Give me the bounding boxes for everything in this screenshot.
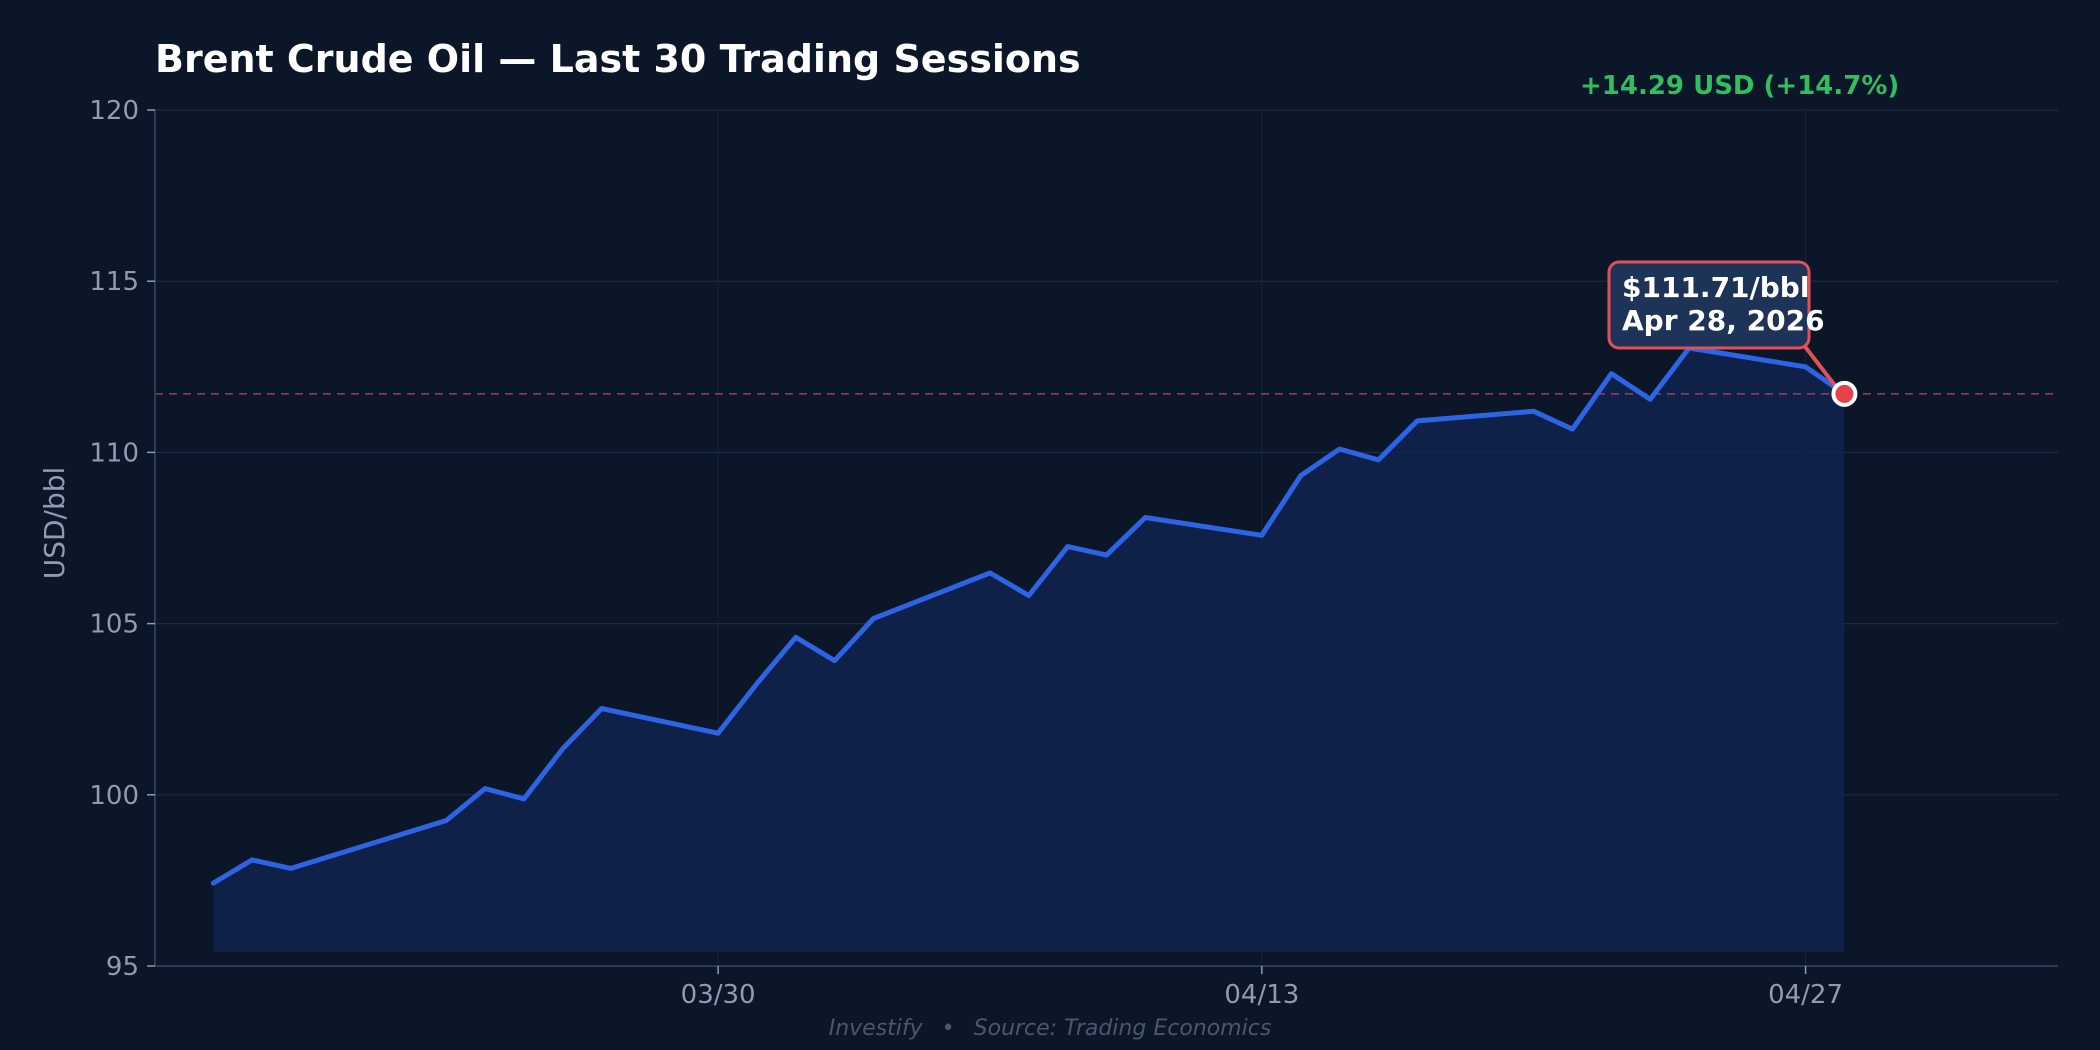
y-axis-label: USD/bbl bbox=[38, 467, 71, 580]
footer-source: Source: Trading Economics bbox=[974, 1016, 1272, 1041]
y-tick-label: 95 bbox=[106, 952, 139, 982]
y-tick-label: 105 bbox=[89, 610, 139, 640]
y-tick-label: 100 bbox=[89, 781, 139, 811]
footer-brand: Investify bbox=[829, 1016, 924, 1041]
footer-credit: Investify • Source: Trading Economics bbox=[829, 1016, 1272, 1041]
y-tick-label: 115 bbox=[89, 267, 139, 297]
x-tick-label: 04/27 bbox=[1768, 980, 1843, 1010]
chart-title: Brent Crude Oil — Last 30 Trading Sessio… bbox=[155, 37, 1081, 81]
y-tick-label: 120 bbox=[89, 96, 139, 126]
footer-separator: • bbox=[942, 1016, 955, 1041]
last-price-callout: $111.71/bbl Apr 28, 2026 bbox=[1607, 260, 1841, 392]
change-label: +14.29 USD (+14.7%) bbox=[1580, 71, 1899, 101]
callout-price: $111.71/bbl bbox=[1622, 271, 1809, 304]
y-tick-labels: 95 100 105 110 115 120 bbox=[89, 96, 155, 982]
last-point-marker bbox=[1831, 380, 1858, 407]
x-tick-label: 03/30 bbox=[681, 980, 756, 1010]
callout-arrow bbox=[1801, 342, 1841, 392]
x-tick-labels: 03/30 04/13 04/27 bbox=[681, 966, 1843, 1010]
area-fill-path bbox=[213, 348, 1845, 952]
price-series bbox=[210, 345, 1847, 886]
price-line bbox=[210, 345, 1847, 886]
callout-date: Apr 28, 2026 bbox=[1622, 304, 1825, 337]
area-fill bbox=[213, 348, 1845, 952]
plot-axes bbox=[154, 110, 2058, 967]
callout-box bbox=[1607, 260, 1811, 350]
y-tick-label: 110 bbox=[89, 438, 139, 468]
x-tick-label: 04/13 bbox=[1224, 980, 1299, 1010]
